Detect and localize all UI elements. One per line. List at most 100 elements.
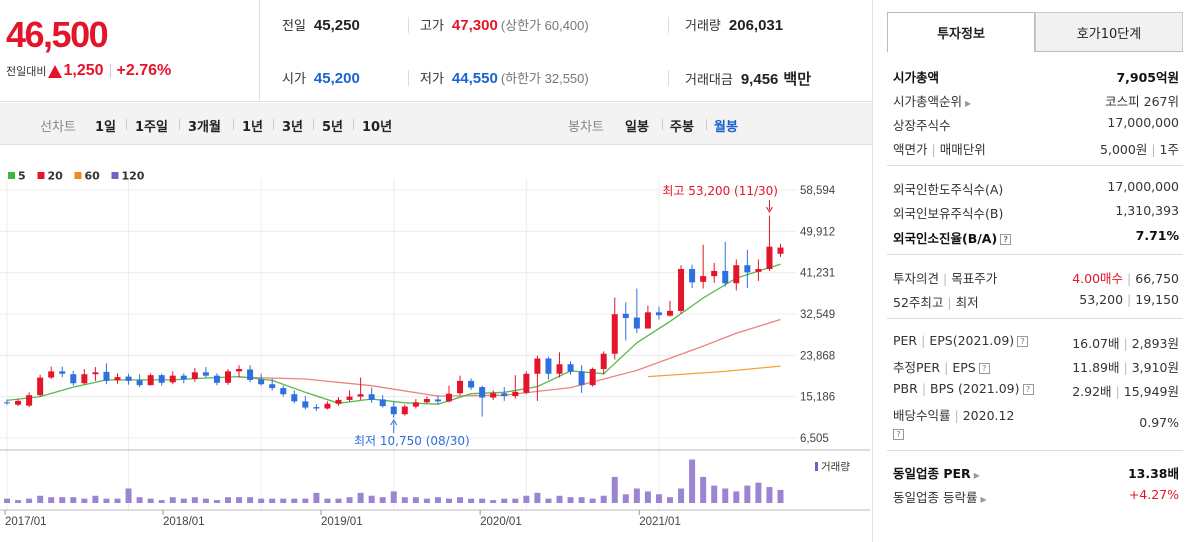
candle-weekly[interactable]: 주봉 (670, 120, 694, 135)
candle-body (302, 401, 309, 408)
investment-info-panel: 투자정보 호가10단계 시가총액 7,905억원 시가총액순위 ▶ 코스피 267위 상장… (872, 0, 1194, 542)
candle-daily[interactable]: 일봉 (625, 120, 649, 135)
info-row-label[interactable]: 동일업종 등락률 ▶ (893, 490, 987, 505)
period-10y[interactable]: 10년 (362, 120, 393, 135)
volume-bar (468, 498, 475, 503)
candle-monthly[interactable]: 월봉 (714, 120, 738, 135)
section-divider (887, 450, 1183, 451)
info-row: 동일업종 PER ▶ 13.38배 (893, 463, 1179, 482)
period-3m[interactable]: 3개월 (188, 120, 221, 135)
volume-bar (490, 500, 497, 503)
price-chart[interactable]: 5 20 60 120 거래량 58,594 49,912 41,231 32,549 23,… (0, 150, 870, 542)
info-row-value: 11.89배 | 3,910원 (1072, 360, 1179, 375)
period-1d[interactable]: 1일 (95, 120, 117, 135)
period-1y[interactable]: 1년 (242, 120, 264, 135)
info-row-label: 배당수익률 | 2020.12 (893, 408, 1015, 423)
y-axis: 58,594 49,912 41,231 32,549 23,868 15,186 6,50… (800, 185, 836, 445)
volume-bar (622, 494, 629, 503)
help-icon[interactable]: ? (1017, 336, 1029, 347)
info-row: 투자의견 | 목표주가 4.00매수 | 66,750 (893, 268, 1179, 287)
volume-bar (523, 495, 530, 503)
period-3y[interactable]: 3년 (282, 120, 304, 135)
change-percent: +2.76% (116, 62, 172, 79)
candle-body (125, 376, 132, 381)
volume-bar (611, 476, 618, 503)
volume-bar (92, 495, 99, 503)
volume-bar (313, 492, 320, 503)
volume-bar (423, 498, 430, 503)
tab-investment-info[interactable]: 투자정보 (887, 12, 1035, 52)
x-tick-label: 2021/01 (639, 516, 681, 528)
info-row-value: 53,200 | 19,150 (1079, 292, 1179, 307)
volume-bar (512, 498, 519, 503)
info-row-label: 외국인보유주식수(B) (893, 206, 1004, 221)
volume-bar (180, 498, 187, 503)
info-row-label: 시가총액 (893, 70, 940, 85)
candle-body (545, 358, 552, 374)
candle-body (15, 400, 22, 405)
candle-body (578, 371, 585, 386)
info-row-value: +4.27% (1128, 487, 1179, 502)
tab-order-book[interactable]: 호가10단계 (1035, 12, 1183, 52)
period-1w[interactable]: 1주일 (135, 120, 168, 135)
info-row-value: 7.71% (1135, 228, 1179, 243)
candle-body (180, 375, 187, 380)
volume-bar (15, 500, 22, 503)
volume-bar (545, 498, 552, 503)
volume-bar (169, 497, 176, 503)
chevron-right-icon: ▶ (973, 471, 980, 480)
volume-bar (479, 498, 486, 503)
candle-body (26, 395, 33, 406)
candle-body (191, 372, 198, 379)
candle-body (213, 375, 220, 383)
candle-body (4, 402, 10, 404)
info-row: 외국인보유주식수(B) 1,310,393 (893, 203, 1179, 222)
volume-bar (711, 485, 718, 503)
candle-body (92, 372, 99, 375)
legend-swatch (37, 172, 45, 179)
current-price: 46,500 (6, 14, 109, 55)
candle-body (258, 379, 265, 385)
candle-body (744, 265, 751, 273)
candle-body (633, 317, 640, 329)
volume-bar (4, 498, 10, 503)
volume-bar (534, 492, 541, 503)
info-row: PBR | BPS (2021.09)? 2.92배 | 15,949원 (893, 381, 1179, 400)
info-row-value: 1,310,393 (1115, 203, 1179, 218)
chevron-right-icon: ▶ (965, 99, 972, 108)
stat-low: 저가 44,550 (하한가 32,550) (420, 70, 589, 87)
info-row-label: 추정PER | EPS? (893, 357, 990, 376)
help-icon[interactable]: ? (978, 363, 990, 374)
volume-bar (700, 476, 707, 503)
candle-body (291, 394, 298, 402)
candle-chart-label: 봉차트 (568, 120, 604, 135)
candle-body (368, 394, 375, 400)
volume-bar (633, 488, 640, 503)
volume-bar (589, 498, 596, 503)
period-5y[interactable]: 5년 (322, 120, 344, 135)
y-tick-label: 23,868 (800, 350, 835, 362)
candle-body (457, 380, 464, 394)
info-row-label: PER | EPS(2021.09)? (893, 333, 1029, 352)
help-icon[interactable]: ? (893, 429, 904, 440)
volume-bar (357, 492, 364, 503)
candle-body (733, 265, 740, 284)
candle-body (48, 371, 55, 378)
info-row-label[interactable]: 시가총액순위 ▶ (893, 94, 972, 109)
candle-body (313, 407, 320, 409)
volume-bar (766, 487, 773, 503)
candle-body (335, 399, 342, 404)
volume-bar (225, 497, 231, 503)
volume-bar (324, 498, 331, 503)
info-row: 추정PER | EPS? 11.89배 | 3,910원 (893, 357, 1179, 376)
candle-body (766, 246, 773, 270)
volume-bar (48, 497, 55, 503)
help-icon[interactable]: ? (1000, 234, 1012, 245)
volume-bar (733, 491, 740, 503)
candle-body (269, 384, 276, 389)
info-row: 52주최고 | 최저 53,200 | 19,150 (893, 292, 1179, 311)
help-icon[interactable]: ? (1022, 384, 1034, 395)
info-row-label[interactable]: 동일업종 PER ▶ (893, 466, 980, 481)
candle-body (70, 374, 77, 384)
volume-bar (335, 498, 342, 503)
